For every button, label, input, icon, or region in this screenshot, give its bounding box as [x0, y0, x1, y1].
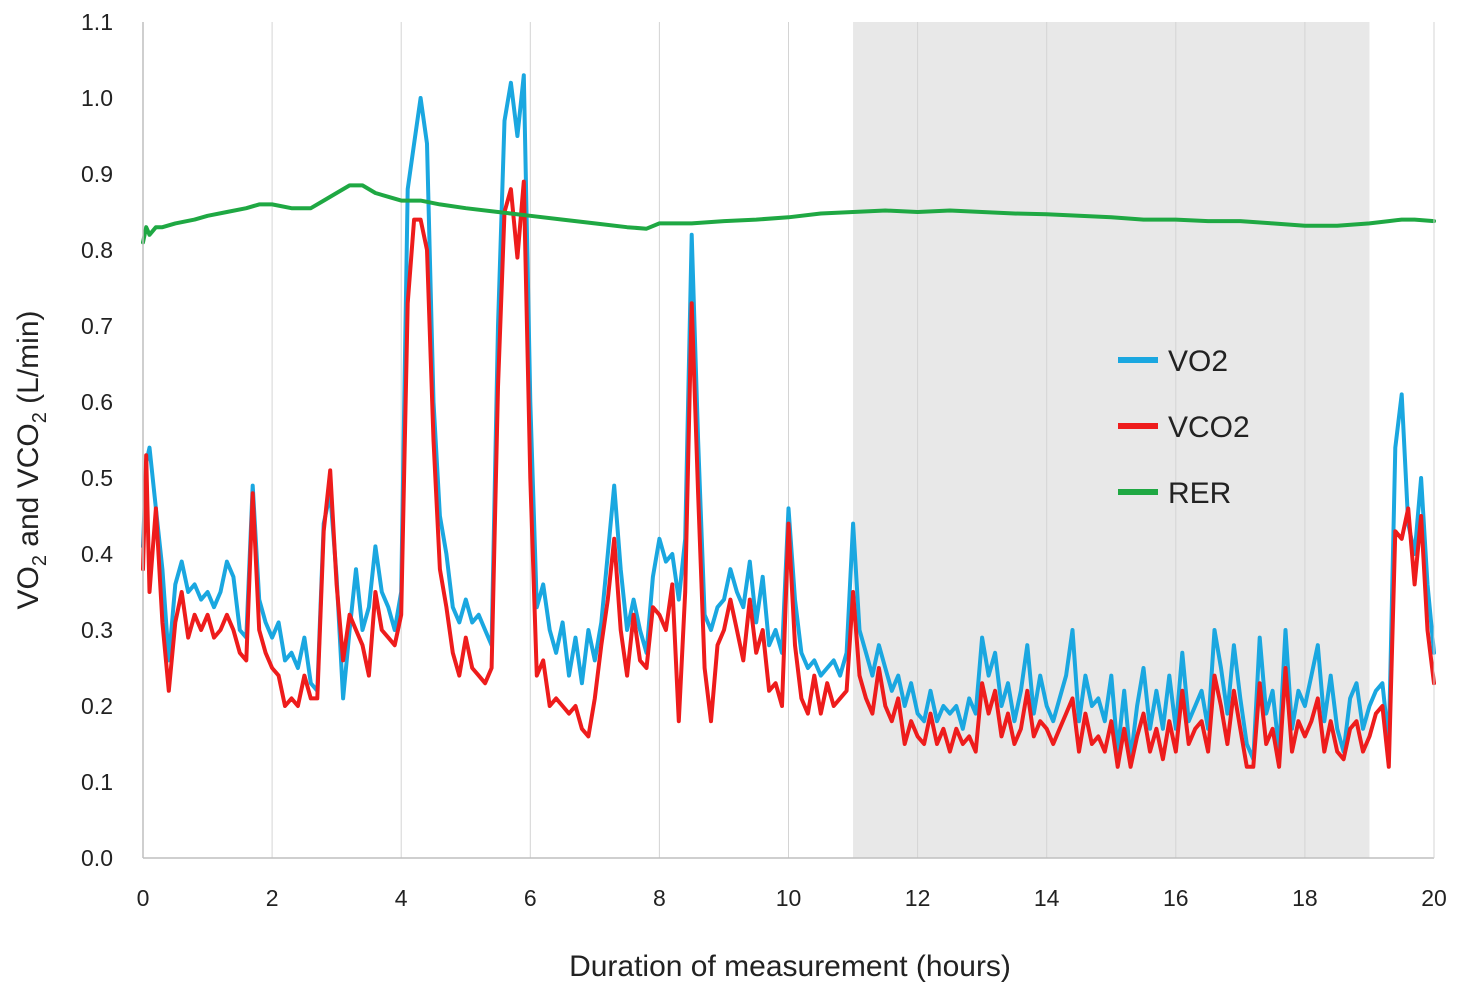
legend-label-rer: RER: [1168, 477, 1231, 510]
y-tick-label: 1.1: [81, 9, 113, 35]
x-tick-label: 8: [653, 885, 666, 911]
x-tick-label: 10: [776, 885, 802, 911]
series-layer: [141, 73, 1436, 769]
legend-label-vo2: VO2: [1168, 345, 1228, 378]
y-axis-title-part-2: and VCO: [12, 423, 45, 555]
y-tick-label: 0.1: [81, 769, 113, 795]
y-tick-label: 0.7: [81, 313, 113, 339]
x-tick-label: 2: [266, 885, 279, 911]
y-axis-title-subscript-1: 2: [29, 555, 51, 566]
x-tick-label: 12: [905, 885, 931, 911]
x-tick-label: 18: [1292, 885, 1318, 911]
y-tick-label: 0.4: [81, 541, 113, 567]
legend: VO2 VCO2 RER: [1118, 345, 1250, 510]
x-tick-label: 6: [524, 885, 537, 911]
x-tick-label: 14: [1034, 885, 1060, 911]
x-tick-label: 0: [137, 885, 150, 911]
y-tick-label: 0.3: [81, 617, 113, 643]
series-line-rer: [141, 183, 1436, 245]
y-tick-label: 1.0: [81, 85, 113, 111]
y-tick-label: 0.5: [81, 465, 113, 491]
y-axis-title-part-1: VO: [12, 566, 45, 609]
x-axis-title: Duration of measurement (hours): [569, 950, 1011, 983]
axes: [142, 22, 1435, 859]
series-line-vco2: [141, 179, 1436, 769]
x-tick-label: 20: [1421, 885, 1447, 911]
y-tick-label: 0.8: [81, 237, 113, 263]
x-tick-label: 16: [1163, 885, 1189, 911]
x-tick-label: 4: [395, 885, 408, 911]
y-tick-label: 0.0: [81, 845, 113, 871]
y-axis-title-part-3: (L/min): [12, 310, 45, 412]
y-axis-title: VO2 and VCO2 (L/min): [12, 310, 51, 609]
legend-label-vco2: VCO2: [1168, 411, 1250, 444]
y-tick-label: 0.6: [81, 389, 113, 415]
y-tick-label: 0.2: [81, 693, 113, 719]
tick-labels: 0 2 4 6 8 10 12 14 16 18 20 0.0 0.1 0.2 0.3 0.4 0.5 0.6 0.…: [81, 9, 1447, 911]
y-axis-title-subscript-2: 2: [29, 412, 51, 423]
y-tick-label: 0.9: [81, 161, 113, 187]
